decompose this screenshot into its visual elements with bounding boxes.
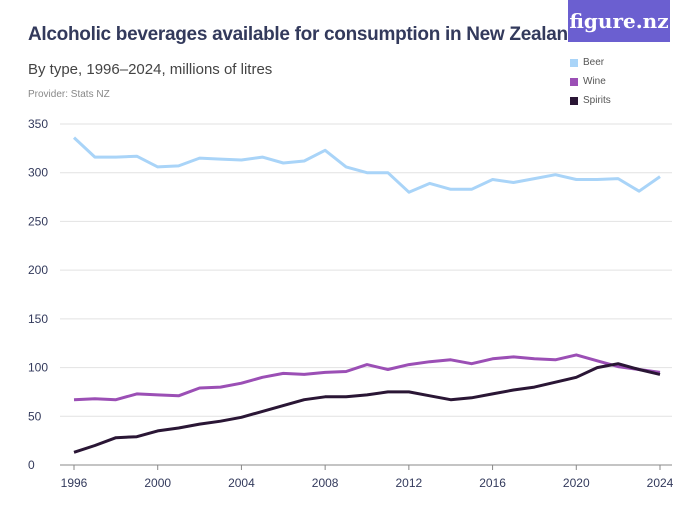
- legend-swatch: [570, 96, 578, 105]
- figure-nz-logo[interactable]: figure.nz: [568, 0, 670, 42]
- x-tick-label: 2024: [647, 476, 674, 490]
- series-line-spirits: [73, 362, 661, 454]
- y-tick-label: 50: [28, 409, 42, 423]
- legend-item-beer: Beer: [570, 53, 611, 72]
- y-tick-label: 200: [28, 263, 48, 277]
- x-tick-label: 1996: [61, 476, 88, 490]
- x-tick-label: 2012: [396, 476, 423, 490]
- chart-subtitle: By type, 1996–2024, millions of litres: [28, 61, 273, 78]
- y-tick-label: 100: [28, 361, 48, 375]
- chart-title: Alcoholic beverages available for consum…: [28, 24, 580, 45]
- legend-swatch: [570, 77, 578, 86]
- legend-item-wine: Wine: [570, 72, 611, 91]
- series-line-beer: [72, 136, 661, 194]
- y-tick-label: 150: [28, 312, 48, 326]
- x-tick-label: 2000: [144, 476, 171, 490]
- x-tick-label: 2016: [479, 476, 506, 490]
- legend-label: Beer: [583, 57, 605, 68]
- y-tick-label: 300: [28, 166, 48, 180]
- x-tick-label: 2020: [563, 476, 590, 490]
- y-tick-label: 0: [28, 458, 35, 472]
- x-tick-label: 2008: [312, 476, 339, 490]
- legend-label: Wine: [583, 76, 606, 87]
- y-tick-label: 350: [28, 117, 48, 131]
- y-tick-label: 250: [28, 214, 48, 228]
- legend-item-spirits: Spirits: [570, 91, 611, 110]
- legend-swatch: [570, 58, 578, 67]
- legend: Beer Wine Spirits: [570, 53, 611, 110]
- x-tick-label: 2004: [228, 476, 255, 490]
- provider-label: Provider: Stats NZ: [28, 89, 110, 100]
- legend-label: Spirits: [583, 95, 611, 106]
- series-line-wine: [73, 353, 661, 402]
